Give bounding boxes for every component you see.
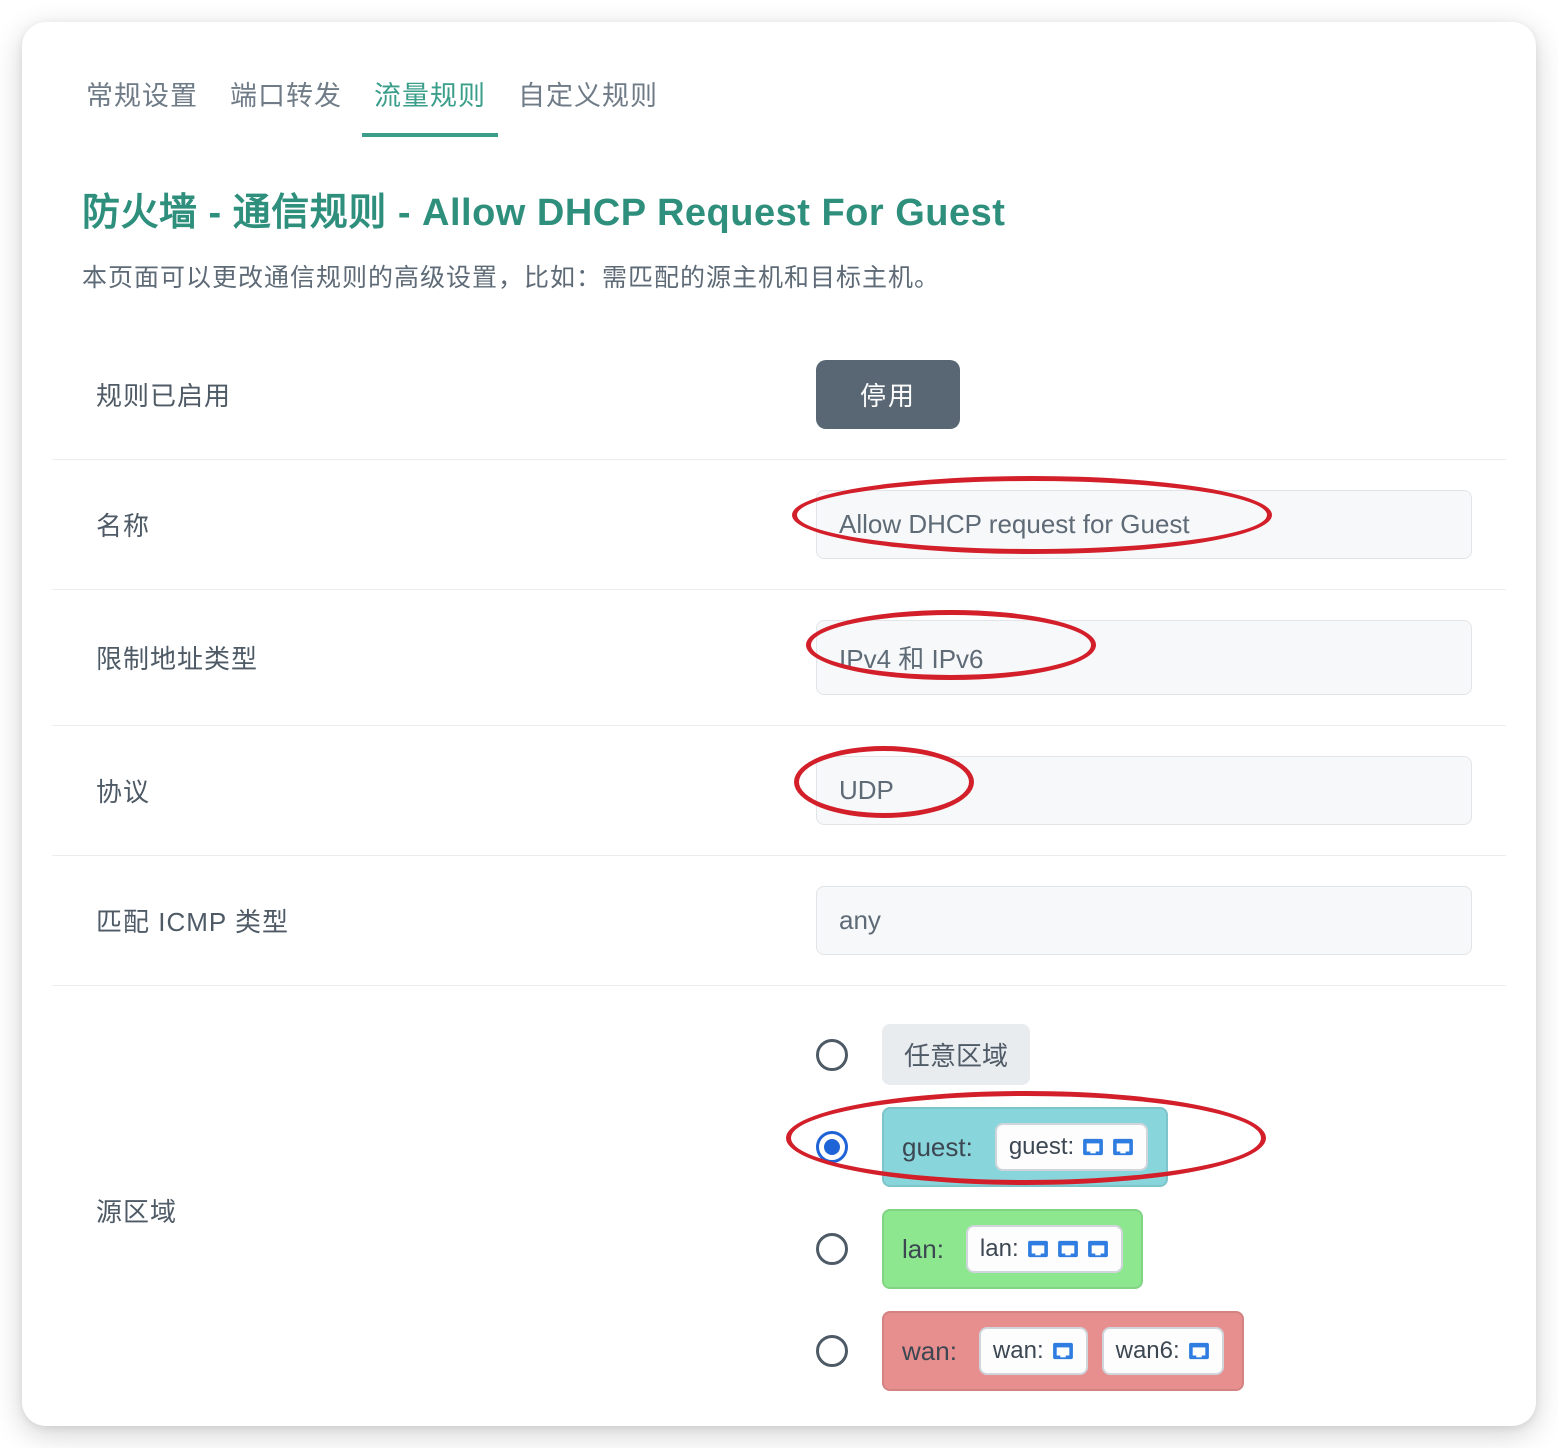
tab-general[interactable]: 常规设置 (74, 66, 210, 137)
zone-option-guest[interactable]: guest: guest: (816, 1107, 1244, 1187)
page-subtitle: 本页面可以更改通信规则的高级设置，比如：需匹配的源主机和目标主机。 (22, 250, 1536, 330)
ethernet-icon (1188, 1342, 1210, 1360)
label-icmp: 匹配 ICMP 类型 (96, 902, 816, 939)
row-icmp: 匹配 ICMP 类型 any (52, 856, 1506, 986)
iface-name: lan: (980, 1235, 1019, 1263)
iface-tag-guest: guest: (995, 1123, 1148, 1171)
zone-radio[interactable] (816, 1039, 848, 1071)
label-name: 名称 (96, 506, 816, 543)
row-name: 名称 (52, 460, 1506, 590)
tab-bar: 常规设置 端口转发 流量规则 自定义规则 (22, 22, 1536, 137)
zone-box-guest: guest: guest: (882, 1107, 1168, 1187)
icmp-select[interactable]: any (816, 886, 1472, 955)
ethernet-icon (1082, 1138, 1104, 1156)
label-family: 限制地址类型 (96, 639, 816, 676)
iface-name: guest: (1009, 1133, 1074, 1161)
name-input[interactable] (816, 490, 1472, 559)
label-source-zone: 源区域 (96, 1192, 177, 1229)
row-protocol: 协议 UDP (52, 726, 1506, 856)
family-select[interactable]: IPv4 和 IPv6 (816, 620, 1472, 695)
zone-radio[interactable] (816, 1335, 848, 1367)
source-zone-options: 任意区域 guest: guest: lan: lan: wan: wan: wan6: (816, 1020, 1244, 1391)
iface-name: wan: (993, 1337, 1044, 1365)
page-title: 防火墙 - 通信规则 - Allow DHCP Request For Gues… (22, 137, 1536, 250)
iface-tag-wan6: wan6: (1102, 1327, 1224, 1375)
iface-name: wan6: (1116, 1337, 1180, 1365)
row-family: 限制地址类型 IPv4 和 IPv6 (52, 590, 1506, 726)
rule-form: 规则已启用 停用 名称 限制地址类型 IPv4 和 IPv6 协议 (22, 330, 1536, 1426)
zone-name: wan: (902, 1336, 957, 1367)
tab-custom-rules[interactable]: 自定义规则 (506, 66, 670, 137)
zone-option-lan[interactable]: lan: lan: (816, 1209, 1244, 1289)
zone-box-wan: wan: wan: wan6: (882, 1311, 1244, 1391)
label-enabled: 规则已启用 (96, 376, 816, 413)
row-source-zone: 源区域 任意区域 guest: guest: lan: lan: wan: wan: w… (52, 986, 1506, 1426)
zone-radio[interactable] (816, 1233, 848, 1265)
iface-tag-wan: wan: (979, 1327, 1088, 1375)
ethernet-icon (1027, 1240, 1049, 1258)
row-enabled: 规则已启用 停用 (52, 330, 1506, 460)
ethernet-icon (1112, 1138, 1134, 1156)
tab-traffic-rules[interactable]: 流量规则 (362, 66, 498, 137)
label-protocol: 协议 (96, 772, 816, 809)
ethernet-icon (1057, 1240, 1079, 1258)
zone-name: lan: (902, 1234, 944, 1265)
disable-button[interactable]: 停用 (816, 360, 960, 429)
zone-option-wan[interactable]: wan: wan: wan6: (816, 1311, 1244, 1391)
zone-box-lan: lan: lan: (882, 1209, 1143, 1289)
zone-any-label: 任意区域 (882, 1024, 1030, 1085)
ethernet-icon (1087, 1240, 1109, 1258)
ethernet-icon (1052, 1342, 1074, 1360)
zone-option-any[interactable]: 任意区域 (816, 1024, 1244, 1085)
zone-name: guest: (902, 1132, 973, 1163)
zone-radio[interactable] (816, 1131, 848, 1163)
settings-panel: 常规设置 端口转发 流量规则 自定义规则 防火墙 - 通信规则 - Allow … (22, 22, 1536, 1426)
tab-port-forward[interactable]: 端口转发 (218, 66, 354, 137)
protocol-select[interactable]: UDP (816, 756, 1472, 825)
iface-tag-lan: lan: (966, 1225, 1123, 1273)
